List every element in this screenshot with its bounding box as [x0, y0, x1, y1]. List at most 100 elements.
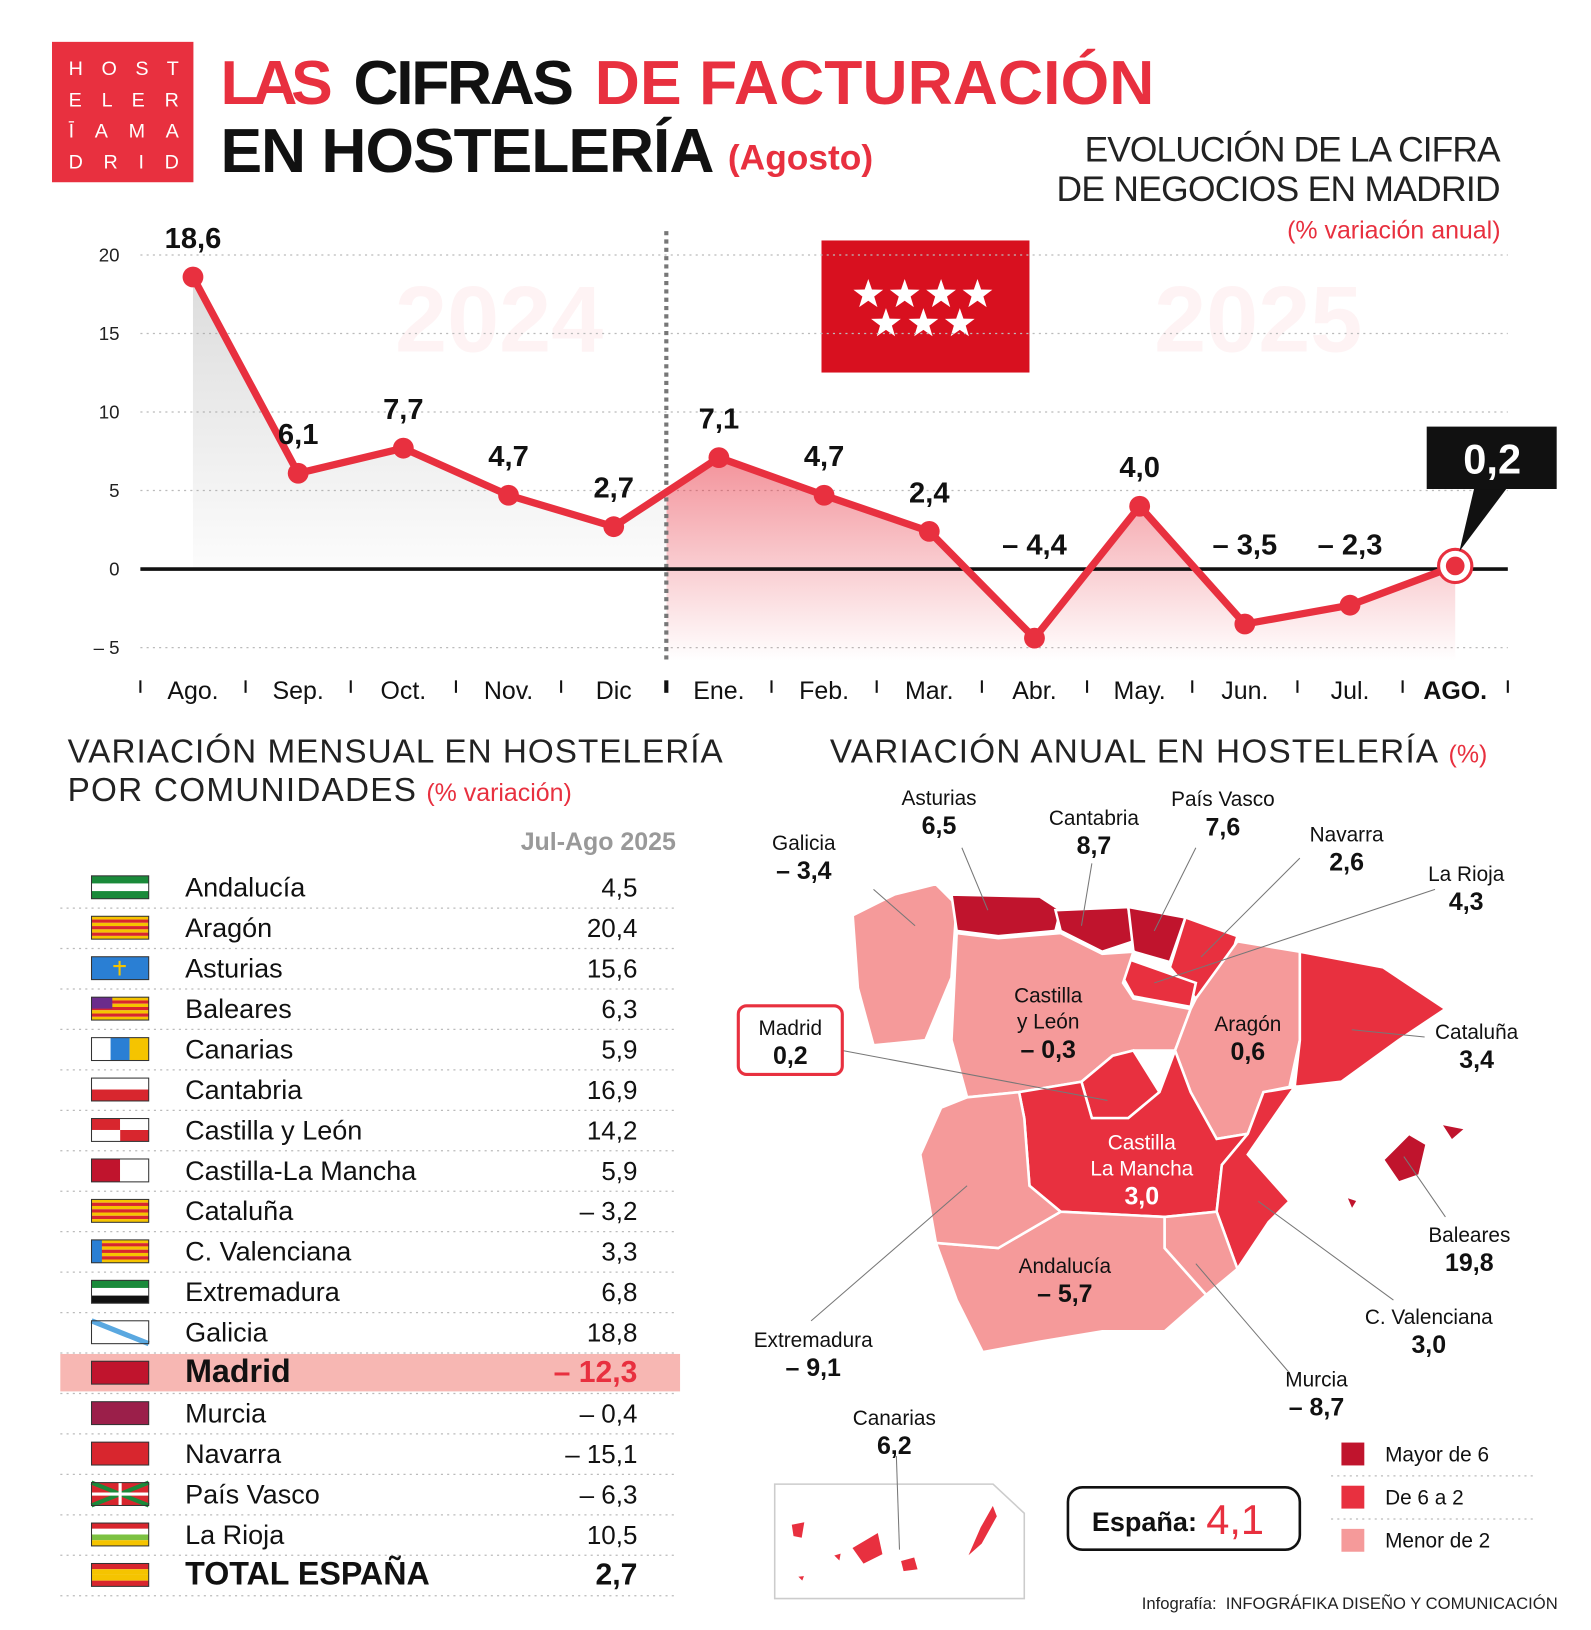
y-tick-label: – 5	[94, 637, 120, 658]
region-name: Cantabria	[1049, 807, 1140, 830]
map	[773, 882, 1470, 1600]
region-shape	[1163, 1210, 1239, 1297]
point	[1339, 594, 1361, 616]
region-value: 8,7	[1077, 832, 1112, 860]
star	[944, 308, 975, 337]
logo-box	[51, 41, 194, 183]
x-tick-label: Abr.	[1012, 677, 1056, 705]
region-name: C. Valenciana	[1365, 1306, 1493, 1329]
flag-stripe	[91, 1280, 149, 1288]
table-title: VARIACIÓN MENSUAL EN HOSTELERÍA	[68, 732, 724, 770]
flag-stripe	[91, 1574, 149, 1581]
flag-stripe	[91, 1256, 149, 1260]
value-label: 4,0	[1119, 452, 1159, 484]
flag-stripe	[91, 883, 149, 892]
region-shape	[897, 1554, 921, 1574]
flag-stripe	[91, 1089, 149, 1101]
region-name: La Mancha	[1090, 1157, 1193, 1180]
legend-label: Mayor de 6	[1385, 1443, 1489, 1466]
x-tick-label: Feb.	[799, 677, 849, 705]
row-name: Castilla y León	[185, 1115, 362, 1145]
flag-border	[90, 1522, 150, 1547]
row-name: La Rioja	[185, 1520, 285, 1550]
flag-stripe	[91, 932, 149, 936]
row-value: 15,6	[587, 954, 638, 984]
point	[1234, 613, 1256, 635]
row-value: – 3,2	[580, 1196, 638, 1226]
value-label: 2,4	[909, 477, 950, 509]
map-note: (%)	[1449, 740, 1488, 768]
x-tick-label: Ene.	[693, 677, 744, 705]
legend-label: De 6 a 2	[1385, 1486, 1464, 1509]
flag-stripe	[91, 1078, 149, 1090]
row-value: – 12,3	[554, 1356, 638, 1389]
value-label: 0,2	[1463, 435, 1521, 482]
flag-border	[90, 1401, 150, 1426]
value-label: – 4,4	[1002, 530, 1068, 562]
flag-stripe	[91, 1202, 149, 1206]
flag-border	[90, 875, 150, 900]
flag-stripe	[91, 1205, 149, 1210]
flag-stripe	[91, 1003, 149, 1007]
region-value: – 8,7	[1289, 1394, 1344, 1422]
year-watermark: 2024	[395, 267, 603, 372]
point	[603, 516, 625, 538]
value-label: – 2,3	[1318, 530, 1383, 562]
row-value: 3,3	[601, 1237, 637, 1267]
region-name: País Vasco	[1171, 788, 1275, 811]
flag-stripe	[91, 1000, 149, 1004]
x-tick-label: AGO.	[1423, 677, 1487, 705]
row-name: Cataluña	[185, 1196, 294, 1226]
flag-stripe	[91, 1249, 149, 1253]
flag-stripe	[91, 1442, 149, 1466]
row-name: TOTAL ESPAÑA	[185, 1555, 430, 1591]
column-header: Jul-Ago 2025	[521, 828, 676, 856]
canarias-box	[773, 1483, 1026, 1600]
total-value: 4,1	[1206, 1496, 1264, 1543]
region-shape	[1293, 950, 1448, 1089]
region-name: Castilla	[1014, 985, 1083, 1008]
flag-stripe	[91, 1252, 149, 1257]
value-label: – 3,5	[1212, 530, 1277, 562]
value-label: 18,6	[165, 223, 222, 255]
legend: Mayor de 6 De 6 a 2 Menor de 2	[1331, 1442, 1534, 1553]
flag-border	[90, 1482, 150, 1506]
region-shape	[918, 1090, 1063, 1250]
region-name: La Rioja	[1428, 863, 1505, 886]
region-value: 19,8	[1445, 1249, 1494, 1277]
row-name: Extremadura	[185, 1277, 341, 1307]
star	[908, 308, 939, 337]
flag-border	[90, 1239, 150, 1264]
region-value: 0,6	[1231, 1038, 1266, 1066]
row-value: 6,3	[601, 994, 637, 1024]
table: Andalucía 4,5 Aragón 20,4 Asturias 15,6 Balear…	[60, 873, 681, 1597]
flag-stripe	[91, 1209, 149, 1213]
callout-pointer	[1459, 486, 1508, 552]
row-name: Murcia	[185, 1398, 267, 1428]
flag-stripe	[91, 1199, 149, 1203]
y-tick-label: 15	[99, 323, 120, 344]
row-name: C. Valenciana	[185, 1237, 352, 1267]
region-value: – 3,4	[776, 857, 832, 885]
title-note: (Agosto)	[728, 139, 873, 178]
flag-stripe	[91, 1215, 149, 1220]
flag-stripe	[91, 1569, 149, 1575]
flag-stripe	[91, 1528, 149, 1535]
title-part: DE FACTURACIÓN	[595, 48, 1154, 118]
legend-swatch	[1341, 1442, 1365, 1466]
region-name: Canarias	[853, 1407, 936, 1430]
value-label: 6,1	[278, 419, 318, 451]
region-shape	[963, 1499, 1000, 1562]
flag-stripe	[91, 1523, 149, 1529]
flag-detail	[90, 1318, 150, 1347]
map-title: VARIACIÓN ANUAL EN HOSTELERÍA	[830, 732, 1439, 770]
flag-stripe	[91, 1037, 111, 1061]
flag-stripe	[91, 1243, 149, 1247]
row-name: Galicia	[185, 1318, 269, 1348]
point	[1445, 556, 1465, 576]
flag-stripe	[91, 1239, 149, 1244]
flag-stripe	[91, 1361, 149, 1385]
row-name: Madrid	[185, 1353, 291, 1389]
